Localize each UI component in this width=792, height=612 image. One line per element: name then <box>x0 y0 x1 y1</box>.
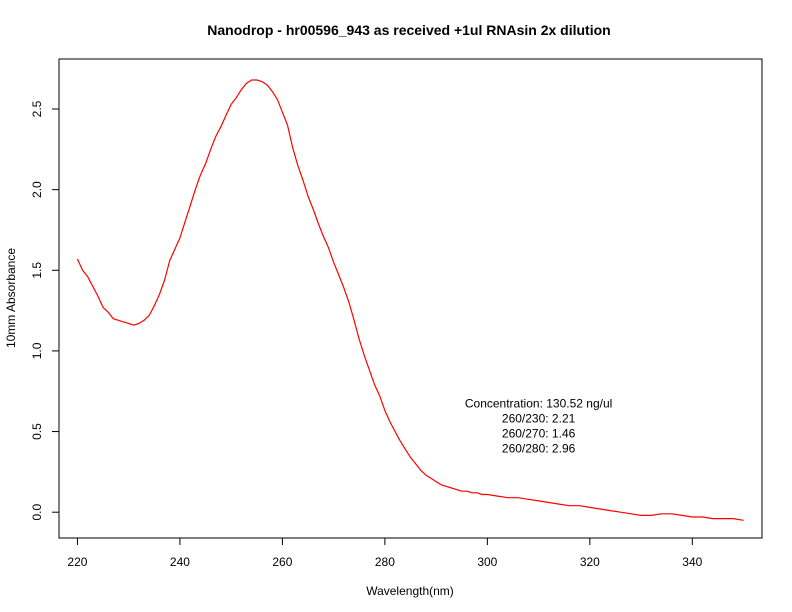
x-tick-label: 300 <box>477 555 497 569</box>
series-layer <box>76 79 744 521</box>
x-tick-label: 280 <box>375 555 395 569</box>
x-axis-label: Wavelength(nm) <box>366 584 454 598</box>
x-tick-label: 220 <box>67 555 87 569</box>
y-tick-label: 1.5 <box>30 262 44 279</box>
x-tick-label: 240 <box>170 555 190 569</box>
x-tick-label: 340 <box>682 555 702 569</box>
absorbance-series-line <box>76 79 744 521</box>
y-tick-label: 0.5 <box>30 423 44 440</box>
y-tick-label: 2.5 <box>30 100 44 117</box>
annotation-line: 260/230: 2.21 <box>502 411 576 425</box>
x-tick-label: 260 <box>272 555 292 569</box>
y-tick-label: 0.0 <box>30 504 44 521</box>
annotation-line: Concentration: 130.52 ng/ul <box>465 396 612 410</box>
x-tick-label: 320 <box>580 555 600 569</box>
y-axis-label: 10mm Absorbance <box>4 248 18 348</box>
annotation-line: 260/270: 1.46 <box>502 426 576 440</box>
y-axis: 0.0 0.5 1.0 1.5 2.0 2.5 <box>30 100 60 521</box>
y-tick-label: 1.0 <box>30 342 44 359</box>
chart-title: Nanodrop - hr00596_943 as received +1ul … <box>207 22 610 38</box>
y-tick-label: 2.0 <box>30 181 44 198</box>
annotation-line: 260/280: 2.96 <box>502 441 576 455</box>
plot-frame <box>58 58 763 539</box>
x-axis: 220 240 260 280 300 320 340 <box>67 537 703 569</box>
